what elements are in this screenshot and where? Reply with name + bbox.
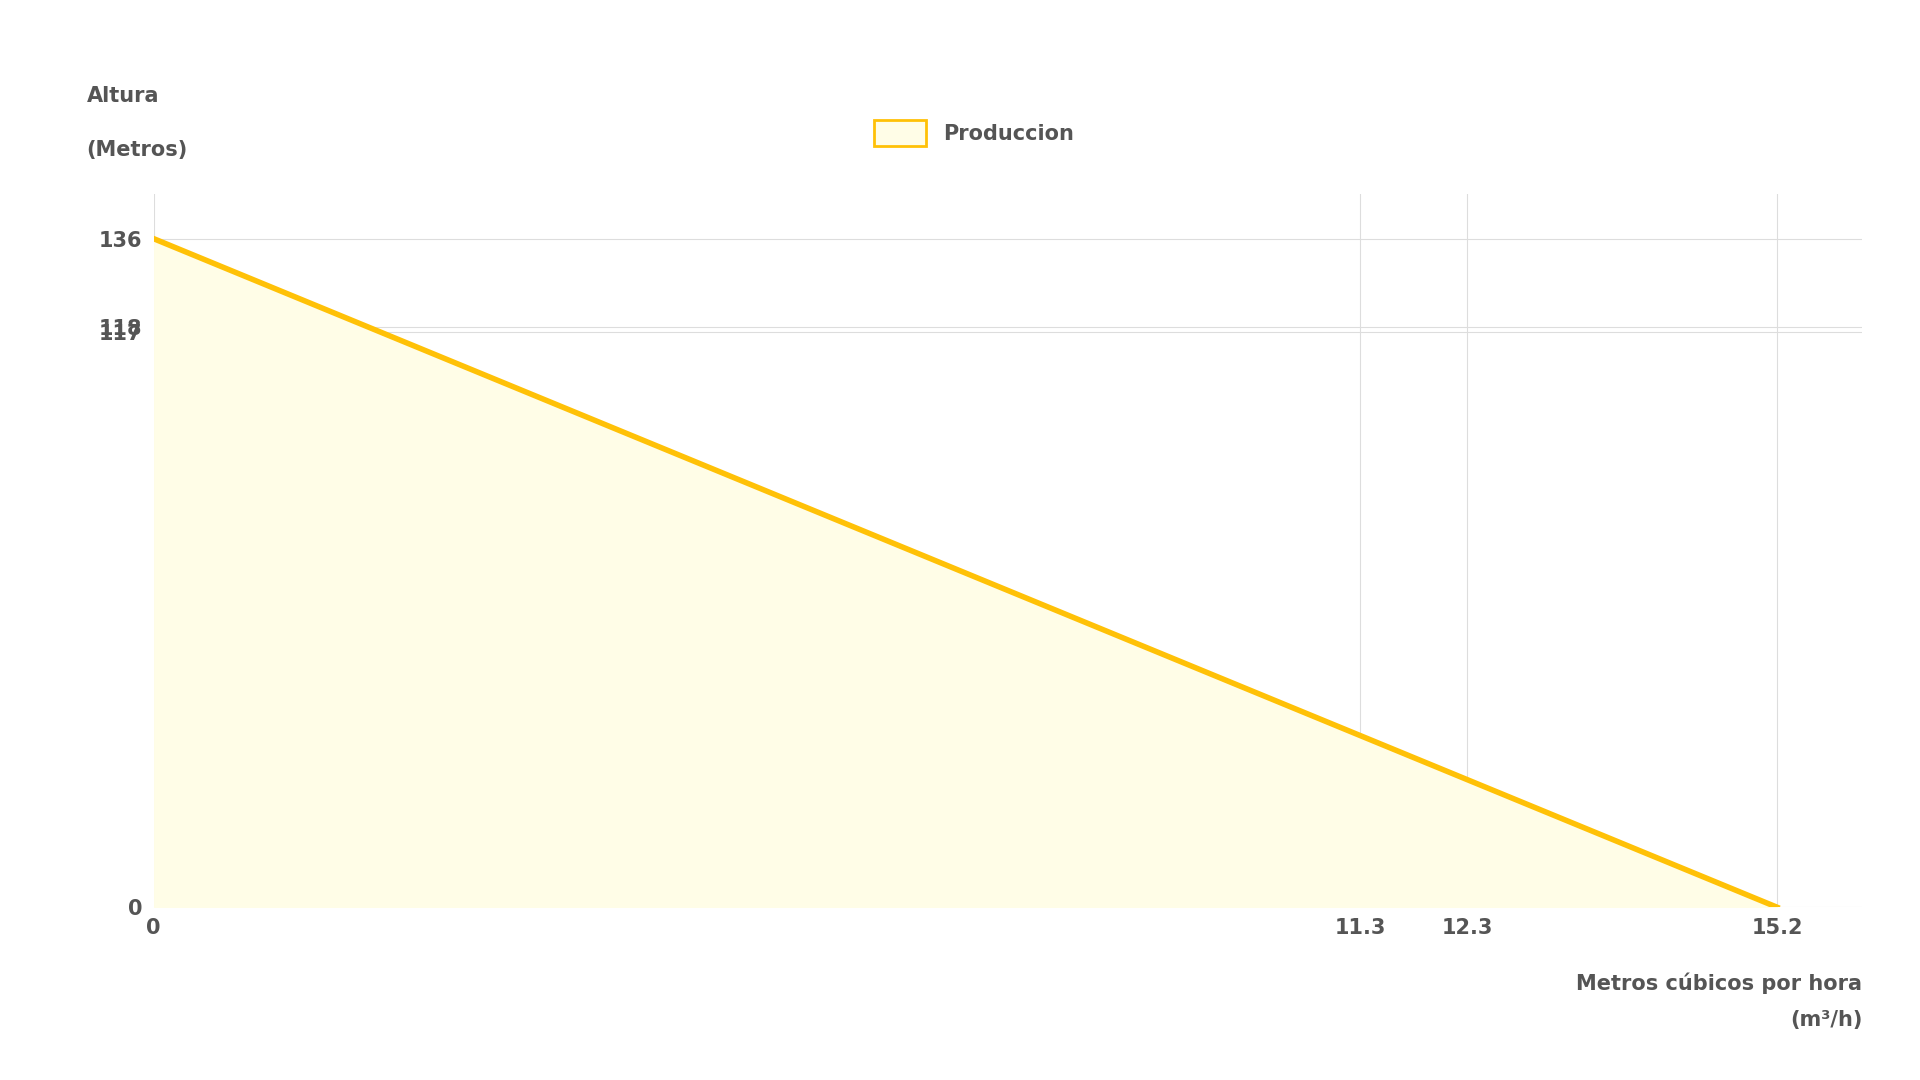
Text: (Metros): (Metros) xyxy=(86,140,188,161)
Text: Altura: Altura xyxy=(86,86,159,107)
Legend: Produccion: Produccion xyxy=(866,112,1083,154)
Text: (m³/h): (m³/h) xyxy=(1789,1010,1862,1030)
Text: Metros cúbicos por hora: Metros cúbicos por hora xyxy=(1576,972,1862,994)
